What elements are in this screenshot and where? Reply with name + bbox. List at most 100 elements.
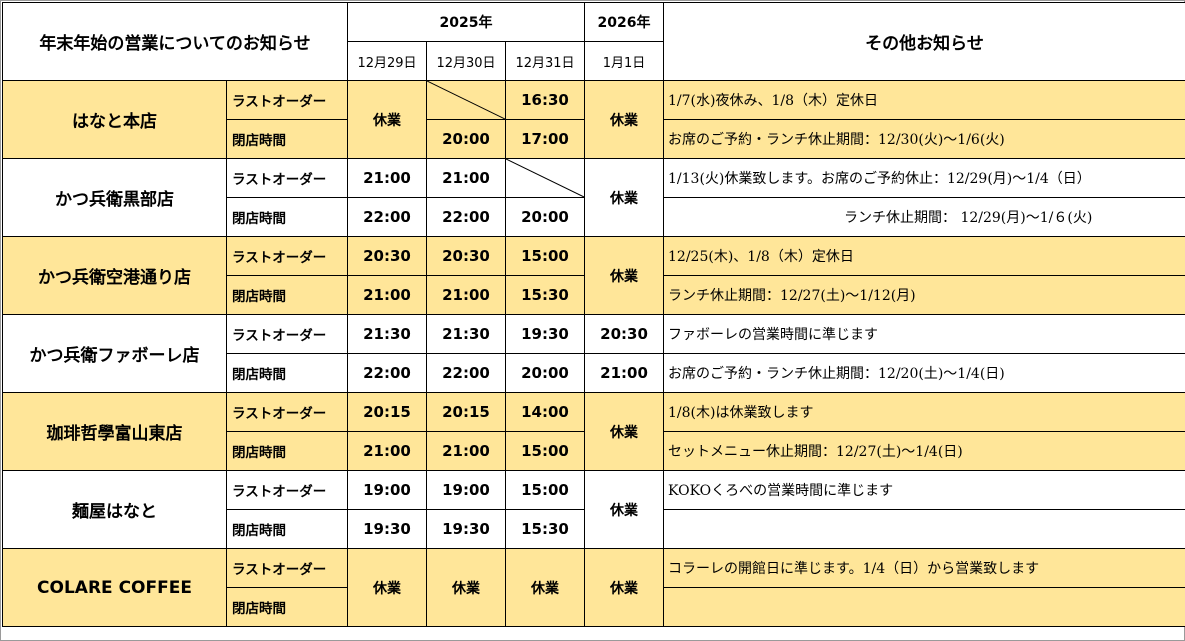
store-name: かつ兵衛黒部店	[2, 158, 227, 237]
last-order-label: ラストオーダー	[226, 548, 348, 588]
store-note: ファボーレの営業時間に準じます	[663, 314, 1185, 354]
store-name: かつ兵衛ファボーレ店	[2, 314, 227, 393]
date-header-1-1: 1月1日	[584, 41, 665, 81]
store-row-lastorder: COLARE COFFEE ラストオーダー 休業 休業 休業 休業 コラーレの開…	[2, 548, 1185, 627]
closed-cell: 休業	[347, 80, 427, 159]
last-order-label: ラストオーダー	[226, 158, 348, 198]
store-note: コラーレの開館日に準じます。1/4（日）から営業致します	[663, 548, 1185, 588]
last-order-label: ラストオーダー	[226, 314, 348, 354]
time-cell: 15:00	[504, 236, 586, 276]
store-note	[663, 587, 1185, 627]
time-cell: 22:00	[347, 353, 427, 393]
store-row-lastorder: かつ兵衛ファボーレ店 ラストオーダー 21:30 21:30 19:30 20:…	[2, 314, 1185, 393]
closed-cell: 休業	[584, 548, 665, 627]
store-note: 1/8(木)は休業致します	[663, 392, 1185, 432]
date-header-12-31: 12月31日	[504, 41, 586, 81]
closing-time-label: 閉店時間	[226, 353, 348, 393]
store-note: セットメニュー休止期間：12/27(土)～1/4(日)	[663, 431, 1185, 471]
time-cell: 22:00	[347, 197, 427, 237]
last-order-label: ラストオーダー	[226, 392, 348, 432]
store-note: KOKOくろべの営業時間に準じます	[663, 470, 1185, 510]
time-cell: 20:00	[426, 119, 506, 159]
store-note: ランチ休止期間：12/27(土)～1/12(月)	[663, 275, 1185, 315]
time-cell: 20:30	[347, 236, 427, 276]
last-order-label: ラストオーダー	[226, 80, 348, 120]
year-2026-header: 2026年	[584, 2, 665, 42]
time-cell: 22:00	[426, 353, 506, 393]
time-cell: 19:00	[426, 470, 506, 510]
time-cell: 15:30	[504, 509, 586, 549]
closing-time-label: 閉店時間	[226, 431, 348, 471]
time-cell: 21:00	[347, 158, 427, 198]
store-name: 珈琲哲學富山東店	[2, 392, 227, 471]
time-cell: 20:30	[584, 314, 665, 354]
other-notices-header: その他お知らせ	[663, 2, 1185, 81]
time-cell: 16:30	[504, 80, 586, 120]
empty-slash-cell	[504, 158, 586, 198]
time-cell: 15:00	[504, 431, 586, 471]
store-name: COLARE COFFEE	[2, 548, 227, 627]
closing-time-label: 閉店時間	[226, 587, 348, 627]
last-order-label: ラストオーダー	[226, 236, 348, 276]
time-cell: 21:00	[426, 158, 506, 198]
header-row-years: 年末年始の営業についてのお知らせ 2025年 2026年 その他お知らせ	[2, 2, 1185, 81]
store-note: お席のご予約・ランチ休止期間：12/30(火)～1/6(火)	[663, 119, 1185, 159]
date-header-12-30: 12月30日	[426, 41, 506, 81]
time-cell: 20:00	[504, 353, 586, 393]
closing-time-label: 閉店時間	[226, 275, 348, 315]
time-cell: 19:30	[426, 509, 506, 549]
time-cell: 21:00	[584, 353, 665, 393]
time-cell: 21:00	[426, 275, 506, 315]
last-order-label: ラストオーダー	[226, 470, 348, 510]
time-cell: 21:00	[426, 431, 506, 471]
time-cell: 19:30	[347, 509, 427, 549]
store-name: はなと本店	[2, 80, 227, 159]
time-cell: 15:30	[504, 275, 586, 315]
closing-time-label: 閉店時間	[226, 119, 348, 159]
holiday-hours-table: 年末年始の営業についてのお知らせ 2025年 2026年 その他お知らせ 12月…	[2, 2, 1185, 627]
time-cell: 22:00	[426, 197, 506, 237]
time-cell: 20:15	[426, 392, 506, 432]
empty-slash-cell	[426, 80, 506, 120]
closed-cell: 休業	[584, 470, 665, 549]
store-note: 1/13(火)休業致します。お席のご予約休止：12/29(月)～1/4（日）	[663, 158, 1185, 198]
store-row-lastorder: 珈琲哲學富山東店 ラストオーダー 20:15 20:15 14:00 休業 1/…	[2, 392, 1185, 471]
store-name: 麺屋はなと	[2, 470, 227, 549]
closed-cell: 休業	[504, 548, 586, 627]
store-row-lastorder: はなと本店 ラストオーダー 休業 16:30 休業 1/7(水)夜休み、1/8（…	[2, 80, 1185, 159]
time-cell: 20:00	[504, 197, 586, 237]
time-cell: 15:00	[504, 470, 586, 510]
store-note: お席のご予約・ランチ休止期間：12/20(土)～1/4(日)	[663, 353, 1185, 393]
closed-cell: 休業	[426, 548, 506, 627]
closing-time-label: 閉店時間	[226, 509, 348, 549]
store-name: かつ兵衛空港通り店	[2, 236, 227, 315]
closed-cell: 休業	[584, 158, 665, 237]
year-2025-header: 2025年	[346, 2, 586, 42]
time-cell: 20:30	[426, 236, 506, 276]
store-row-lastorder: 麺屋はなと ラストオーダー 19:00 19:00 15:00 休業 KOKOく…	[2, 470, 1185, 549]
store-note: 1/7(水)夜休み、1/8（木）定休日	[663, 80, 1185, 120]
closed-cell: 休業	[584, 236, 665, 315]
date-header-12-29: 12月29日	[347, 41, 427, 81]
closed-cell: 休業	[584, 392, 665, 471]
closed-cell: 休業	[347, 548, 427, 627]
time-cell: 17:00	[504, 119, 586, 159]
store-row-lastorder: かつ兵衛空港通り店 ラストオーダー 20:30 20:30 15:00 休業 1…	[2, 236, 1185, 315]
time-cell: 21:00	[347, 275, 427, 315]
time-cell: 21:30	[426, 314, 506, 354]
closing-time-label: 閉店時間	[226, 197, 348, 237]
time-cell: 14:00	[504, 392, 586, 432]
time-cell: 21:00	[347, 431, 427, 471]
store-note: ランチ休止期間： 12/29(月)～1/６(火)	[663, 197, 1185, 237]
store-note	[663, 509, 1185, 549]
time-cell: 21:30	[347, 314, 427, 354]
store-row-lastorder: かつ兵衛黒部店 ラストオーダー 21:00 21:00 休業 1/13(火)休業…	[2, 158, 1185, 237]
time-cell: 20:15	[347, 392, 427, 432]
time-cell: 19:30	[504, 314, 586, 354]
closed-cell: 休業	[584, 80, 665, 159]
store-note: 12/25(木)、1/8（木）定休日	[663, 236, 1185, 276]
page-title: 年末年始の営業についてのお知らせ	[2, 2, 348, 81]
time-cell: 19:00	[347, 470, 427, 510]
header-row-dates: 12月29日 12月30日 12月31日 1月1日	[3, 41, 1185, 81]
